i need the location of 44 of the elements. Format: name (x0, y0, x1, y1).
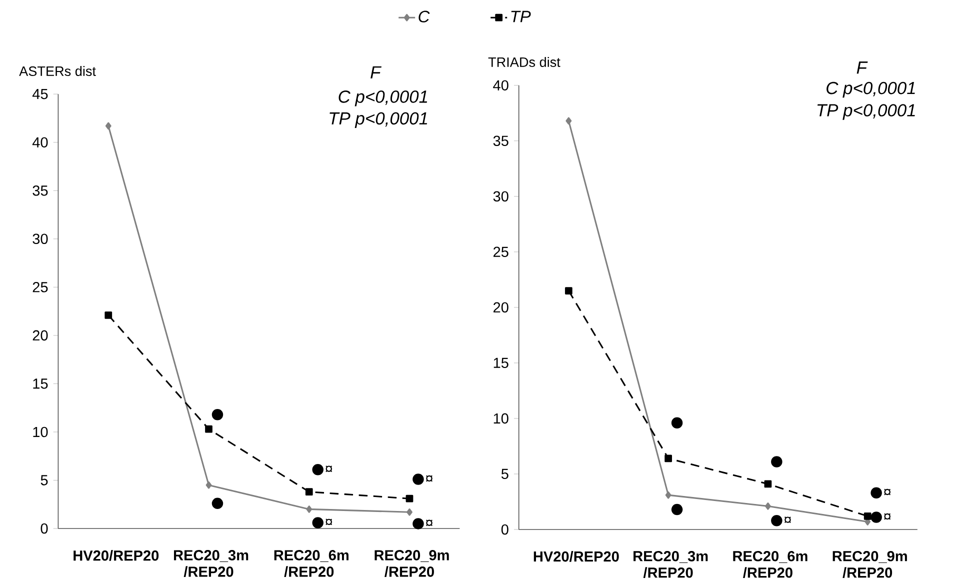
x-tick-label: REC20_6m /REP20 (274, 550, 348, 578)
annotation: ¤ (884, 488, 891, 496)
y-tick-label: 40 (493, 80, 508, 91)
y-tick-label: 30 (493, 191, 508, 202)
y-tick-label: 25 (32, 282, 48, 292)
y-axis-title: TRIADs dist (488, 57, 560, 68)
y-tick-label: 20 (493, 302, 508, 313)
annotation: C p<0,0001 (338, 90, 428, 106)
y-tick-label: 15 (33, 378, 48, 389)
x-tick-label: REC20_9m /REP20 (832, 551, 907, 578)
y-tick-label: 5 (501, 469, 508, 480)
annotation: ¤ (884, 513, 891, 520)
text: F (370, 66, 382, 78)
y-tick-label: 35 (493, 136, 508, 146)
y-tick-label: 15 (494, 358, 508, 368)
x-tick-label: REC20_6m /REP20 (733, 551, 808, 578)
x-tick-label: HV20/REP20 (534, 551, 619, 562)
y-tick-label: 45 (32, 89, 48, 100)
x-tick-label: HV20/REP20 (74, 550, 159, 561)
y-tick-label: 10 (494, 413, 508, 424)
annotation: ¤ (426, 475, 432, 482)
annotation: TP p<0,0001 (330, 112, 428, 128)
annotation: ¤ (326, 518, 332, 526)
y-tick-label: 35 (32, 186, 48, 196)
y-tick-label: 10 (33, 426, 48, 438)
annotation: C p<0,0001 (826, 82, 915, 98)
x-tick-label: REC20_3m /REP20 (634, 551, 708, 578)
y-tick-label: 40 (32, 137, 48, 148)
y-tick-label: 25 (493, 246, 508, 258)
annotation: ¤ (326, 466, 332, 472)
x-tick-label: REC20_9m /REP20 (374, 550, 449, 578)
y-axis-title: ASTERs dist (19, 66, 96, 76)
text: F (856, 62, 868, 74)
y-tick-label: 0 (40, 523, 48, 534)
y-tick-label: 5 (40, 475, 48, 486)
annotation: TP p<0,0001 (817, 104, 915, 120)
y-tick-label: 30 (32, 234, 48, 244)
y-tick-label: 0 (501, 524, 508, 535)
annotation: ¤ (426, 520, 432, 526)
legend-label: TP (511, 10, 531, 22)
y-tick-label: 20 (32, 330, 48, 341)
legend-label: C (418, 10, 430, 23)
x-tick-label: REC20_3m /REP20 (174, 550, 248, 578)
annotation: ¤ (784, 516, 791, 524)
